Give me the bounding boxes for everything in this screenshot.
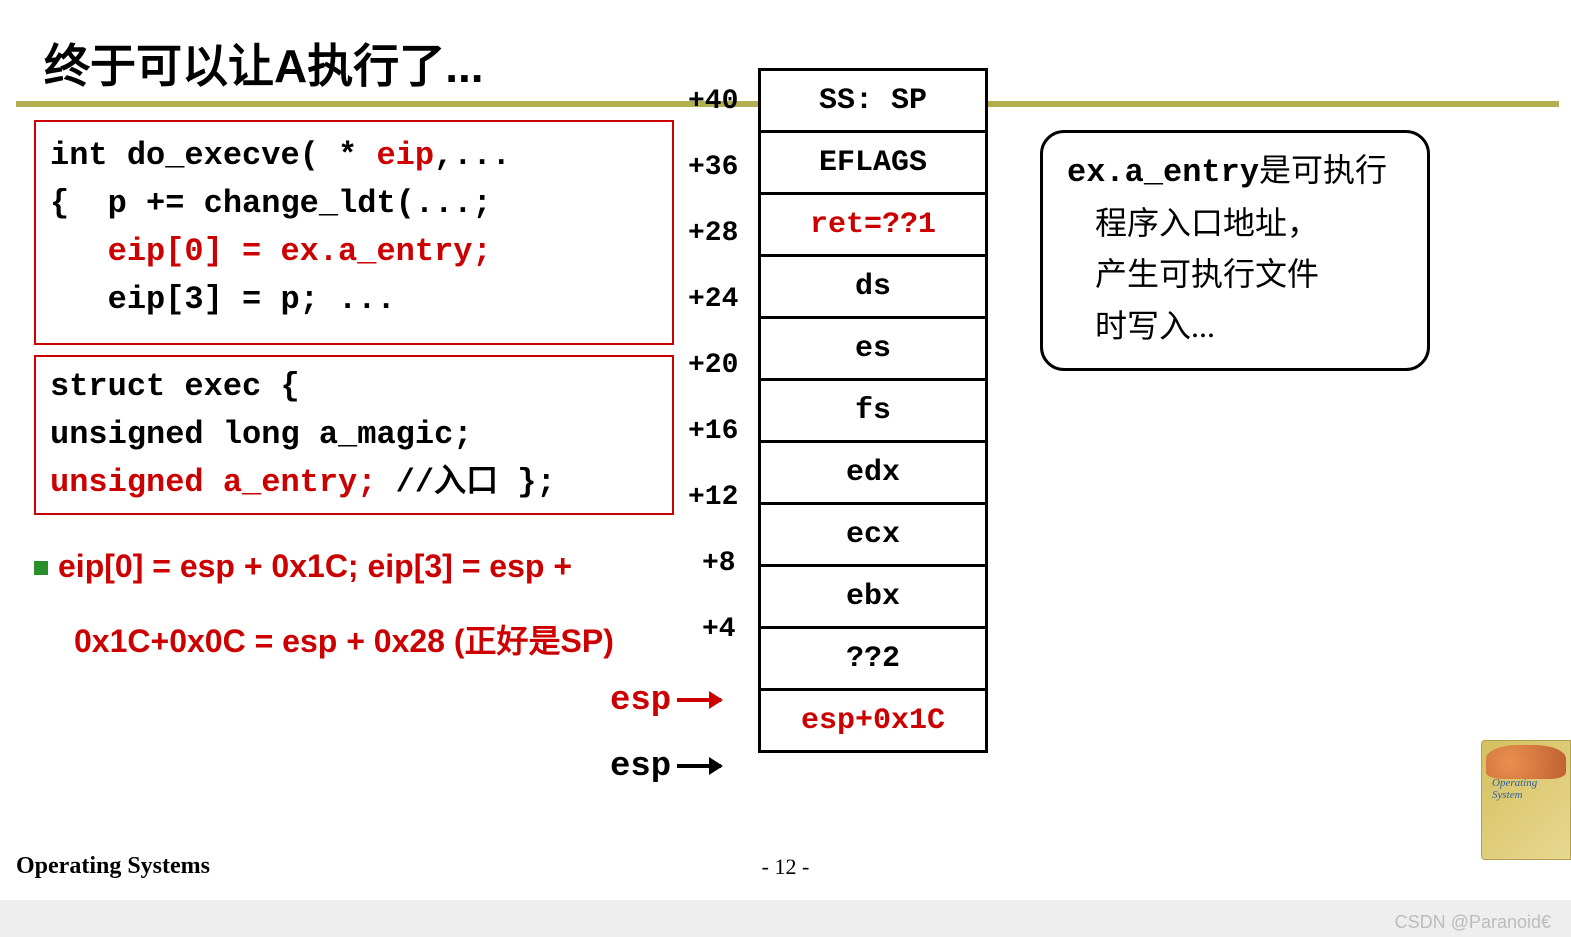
bullet-icon	[34, 561, 48, 575]
stack-cell: SS: SP	[760, 70, 987, 132]
arrow-right-icon	[677, 764, 721, 768]
stack-offset: +36	[688, 152, 738, 183]
footer-text: Operating Systems	[16, 853, 210, 880]
stack-offset: +16	[688, 416, 738, 447]
code-line: { p += change_ldt(...;	[50, 180, 658, 228]
note-line: 产生可执行文件	[1067, 249, 1407, 300]
code-line: unsigned a_entry; //入口 };	[50, 459, 658, 507]
stack-cell: esp+0x1C	[760, 690, 987, 752]
book-thumbnail-icon	[1481, 740, 1571, 860]
arrow-right-icon	[677, 698, 721, 702]
stack-cell: ret=??1	[760, 194, 987, 256]
page-number: - 12 -	[762, 854, 810, 880]
stack-cell: edx	[760, 442, 987, 504]
code-line: eip[0] = ex.a_entry;	[50, 228, 658, 276]
stack-cell: ds	[760, 256, 987, 318]
code-line: unsigned long a_magic;	[50, 411, 658, 459]
annotation-callout: ex.a_entry是可执行 程序入口地址， 产生可执行文件 时写入...	[1040, 130, 1430, 371]
code-line: struct exec {	[50, 363, 658, 411]
stack-offset: +40	[688, 86, 738, 117]
stack-offset: +24	[688, 284, 738, 315]
slide: 终于可以让A执行了... int do_execve( * eip,... { …	[0, 0, 1571, 900]
code-block-struct-exec: struct exec { unsigned long a_magic; uns…	[34, 355, 674, 515]
note-line: ex.a_entry是可执行	[1067, 145, 1407, 198]
stack-offset: +4	[702, 614, 736, 645]
slide-title: 终于可以让A执行了...	[44, 30, 484, 96]
code-line: eip[3] = p; ...	[50, 276, 658, 324]
note-line: 时写入...	[1067, 301, 1407, 352]
stack-offset: +20	[688, 350, 738, 381]
stack-offset: +12	[688, 482, 738, 513]
stack-cell: ??2	[760, 628, 987, 690]
stack-table: SS: SP EFLAGS ret=??1 ds es fs edx ecx e…	[758, 68, 988, 753]
stack-cell: ebx	[760, 566, 987, 628]
stack-cell: ecx	[760, 504, 987, 566]
stack-diagram: SS: SP EFLAGS ret=??1 ds es fs edx ecx e…	[758, 68, 988, 753]
bullet-text-l1: eip[0] = esp + 0x1C; eip[3] = esp +	[34, 548, 572, 585]
stack-cell: es	[760, 318, 987, 380]
stack-offset: +8	[702, 548, 736, 579]
watermark: CSDN @Paranoid€	[1395, 912, 1551, 933]
stack-cell: EFLAGS	[760, 132, 987, 194]
bullet-text-l2: 0x1C+0x0C = esp + 0x28 (正好是SP)	[74, 616, 614, 662]
code-block-do-execve: int do_execve( * eip,... { p += change_l…	[34, 120, 674, 345]
note-line: 程序入口地址，	[1067, 198, 1407, 249]
esp-pointer-black: esp	[610, 748, 721, 786]
stack-cell: fs	[760, 380, 987, 442]
code-line: int do_execve( * eip,...	[50, 132, 658, 180]
stack-offset: +28	[688, 218, 738, 249]
esp-pointer-red: esp	[610, 682, 721, 720]
